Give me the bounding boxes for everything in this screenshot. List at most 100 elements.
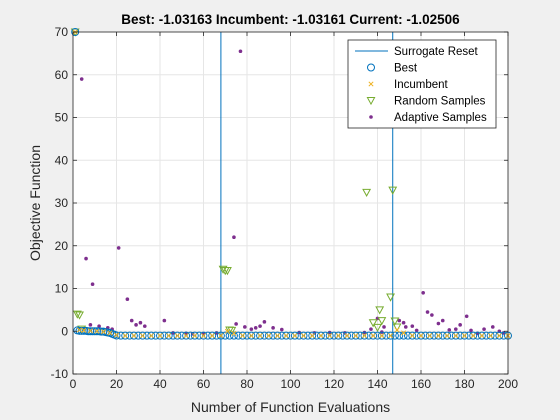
incumbent-point: [100, 329, 107, 335]
best-point: [138, 331, 147, 340]
best-point: [499, 331, 508, 340]
adaptive-samples-point: [142, 324, 147, 328]
best-point: [377, 331, 386, 340]
best-point: [464, 331, 473, 340]
incumbent-point-stroke: [94, 328, 100, 334]
incumbent-point: [479, 333, 485, 339]
incumbent-point: [87, 328, 93, 334]
random-samples-point: [392, 323, 402, 332]
incumbent-point: [183, 333, 189, 339]
best-point: [382, 331, 391, 340]
best-point: [308, 331, 317, 340]
y-tick-label: 10: [55, 282, 69, 296]
adaptive-samples-point: [382, 325, 386, 329]
best-point: [495, 331, 504, 340]
best-point: [264, 331, 273, 340]
best-point: [443, 331, 452, 340]
best-point: [121, 331, 130, 340]
incumbent-point: [353, 333, 359, 339]
incumbent-point: [461, 333, 468, 339]
incumbent-point-stroke: [300, 333, 307, 339]
incumbent-point-stroke: [488, 333, 494, 339]
adaptive-samples-point: [414, 328, 419, 333]
legend-swatch-incumbent-stroke: [368, 81, 374, 87]
incumbent-point: [218, 333, 224, 339]
incumbent-point-stroke: [257, 333, 263, 339]
incumbent-point-stroke: [240, 332, 246, 339]
incumbent-point-stroke: [192, 333, 198, 339]
incumbent-point-stroke: [479, 333, 485, 339]
y-tick-label: 50: [55, 111, 69, 125]
incumbent-point: [435, 333, 441, 339]
incumbent-point: [257, 333, 263, 339]
incumbent-point: [309, 333, 315, 339]
adaptive-samples-point: [464, 314, 469, 319]
incumbent-point-stroke: [87, 328, 93, 334]
best-point: [173, 331, 182, 340]
best-point: [269, 331, 278, 340]
y-axis-label: Objective Function: [27, 145, 43, 261]
random-samples-point: [373, 323, 382, 333]
best-point: [408, 331, 417, 340]
x-tick-label: 80: [240, 377, 254, 391]
adaptive-samples-point: [234, 322, 238, 326]
best-point: [417, 331, 425, 340]
adaptive-samples-point: [258, 324, 262, 328]
incumbent-point: [409, 332, 415, 339]
incumbent-point-stroke: [76, 327, 83, 333]
best-point: [469, 331, 478, 340]
legend-label-incumbent: Incumbent: [394, 79, 449, 91]
incumbent-point-stroke: [401, 330, 407, 336]
legend-label-surrogate-reset: Surrogate Reset: [394, 46, 479, 58]
incumbent-point-stroke: [409, 332, 415, 339]
best-point: [347, 331, 356, 340]
incumbent-point-stroke: [122, 333, 128, 339]
best-point: [403, 331, 412, 340]
best-point: [212, 331, 221, 340]
incumbent-point-stroke: [444, 333, 450, 339]
incumbent-point-stroke: [344, 333, 350, 339]
incumbent-point: [327, 333, 333, 339]
incumbent-point-stroke: [266, 333, 272, 339]
adaptive-samples-point: [397, 318, 402, 323]
best-point: [151, 331, 160, 340]
best-point: [438, 331, 447, 340]
best-point: [290, 331, 299, 340]
adaptive-samples-point: [430, 313, 434, 317]
adaptive-samples-point: [482, 327, 486, 331]
best-point: [482, 331, 491, 340]
best-point: [299, 331, 308, 340]
x-axis-label: Number of Function Evaluations: [191, 399, 390, 415]
incumbent-point: [94, 328, 100, 334]
best-point: [421, 331, 430, 340]
best-point: [399, 331, 408, 340]
best-point: [338, 331, 347, 340]
legend: Surrogate Reset Best Incumbent Random Sampl…: [347, 39, 497, 129]
incumbent-point: [394, 327, 400, 333]
adaptive-samples-point: [410, 324, 415, 328]
best-point: [260, 331, 269, 340]
best-point: [147, 331, 156, 340]
incumbent-point-stroke: [100, 329, 107, 335]
axis-ticks: 0 20 40 60 80 100 120 140 160 180 200-100102030405…: [51, 25, 519, 391]
incumbent-point: [122, 333, 128, 339]
best-point: [430, 331, 439, 340]
incumbent-point-stroke: [427, 333, 433, 339]
incumbent-point-stroke: [166, 333, 172, 339]
best-point: [295, 331, 304, 340]
incumbent-point-stroke: [131, 333, 137, 339]
legend-swatch-incumbent: [368, 81, 374, 87]
x-tick-label: 120: [324, 377, 344, 391]
adaptive-samples-point: [447, 328, 452, 332]
incumbent-point: [496, 333, 502, 339]
adaptive-samples-point: [403, 325, 408, 329]
incumbent-point-stroke: [209, 333, 215, 339]
data-markers: [70, 28, 512, 340]
incumbent-point-stroke: [107, 330, 113, 336]
best-point: [256, 331, 265, 340]
x-tick-label: 200: [498, 377, 518, 391]
adaptive-samples-point: [454, 327, 458, 331]
incumbent-point: [453, 333, 459, 339]
adaptive-samples-point: [440, 318, 445, 323]
y-tick-label: 70: [55, 25, 69, 39]
